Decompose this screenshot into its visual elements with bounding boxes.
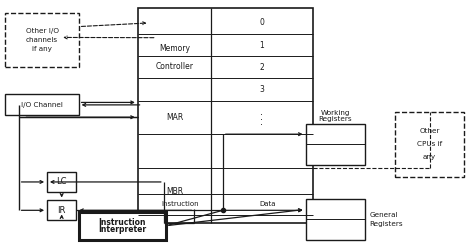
Text: 1: 1	[259, 41, 264, 50]
Text: Working: Working	[320, 110, 350, 116]
Text: MAR: MAR	[166, 113, 183, 122]
Bar	[5, 13, 79, 67]
Text: if any: if any	[32, 46, 52, 52]
Text: 3: 3	[259, 85, 264, 94]
Text: IR: IR	[57, 206, 66, 215]
Text: .: .	[260, 107, 264, 117]
Text: Instruction: Instruction	[99, 218, 146, 227]
Text: Registers: Registers	[318, 116, 352, 122]
Bar	[138, 8, 313, 223]
Text: Other: Other	[419, 128, 440, 134]
Text: .: .	[260, 112, 264, 122]
Bar	[306, 199, 365, 240]
Text: channels: channels	[26, 37, 58, 43]
Text: MBR: MBR	[166, 187, 183, 196]
Bar	[5, 94, 79, 115]
Text: .: .	[260, 117, 264, 127]
Text: CPUs if: CPUs if	[417, 141, 442, 147]
Bar	[79, 212, 166, 240]
Text: Controller: Controller	[155, 62, 193, 70]
Text: General: General	[369, 212, 398, 218]
Bar	[395, 112, 464, 177]
Bar	[47, 172, 76, 192]
Bar	[47, 200, 76, 220]
Text: I/O Channel: I/O Channel	[21, 102, 63, 108]
Text: Instruction: Instruction	[162, 201, 199, 207]
Bar	[306, 124, 365, 165]
Text: Memory: Memory	[159, 44, 190, 53]
Text: Other I/O: Other I/O	[26, 28, 59, 34]
Text: any: any	[423, 155, 436, 160]
Text: Interpreter: Interpreter	[98, 225, 146, 234]
Text: 2: 2	[259, 63, 264, 72]
Text: Registers: Registers	[369, 221, 403, 227]
Text: LC: LC	[56, 178, 67, 186]
Text: 0: 0	[259, 18, 264, 27]
Text: Data: Data	[259, 201, 276, 207]
